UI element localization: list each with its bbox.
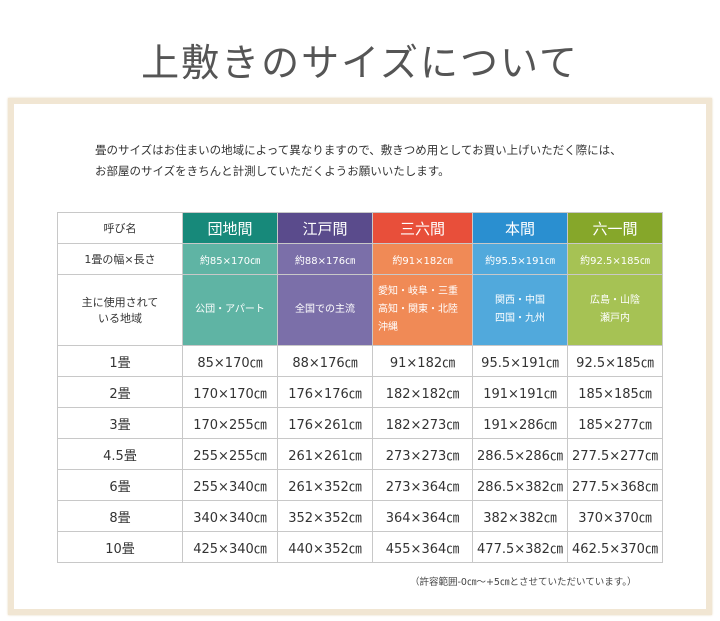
cell: 273×273㎝ (372, 438, 473, 470)
cell: 関西・中国四国・九州 (472, 274, 568, 346)
cell: 191×191㎝ (472, 376, 568, 408)
cell: 1畳 (57, 345, 183, 377)
cell: 182×182㎝ (372, 376, 473, 408)
cell: 185×185㎝ (567, 376, 663, 408)
cell: 477.5×382㎝ (472, 531, 568, 563)
cell: 10畳 (57, 531, 183, 563)
cell: 286.5×286㎝ (472, 438, 568, 470)
cell: 455×364㎝ (372, 531, 473, 563)
cell: 462.5×370㎝ (567, 531, 663, 563)
text-line: 瀬戸内 (600, 313, 630, 324)
cell: 273×364㎝ (372, 469, 473, 501)
cell: 8畳 (57, 500, 183, 532)
cell: 364×364㎝ (372, 500, 473, 532)
cell: 呼び名 (57, 212, 183, 244)
cell: 261×261㎝ (277, 438, 373, 470)
cell: 352×352㎝ (277, 500, 373, 532)
region-row: 主に使用されて いる地域 公団・アパート 全国での主流 愛知・岐阜・三重 高知・関東・北陸… (57, 274, 663, 346)
cell: 4.5畳 (57, 438, 183, 470)
cell: 全国での主流 (277, 274, 373, 346)
cell: 団地間 (182, 212, 278, 244)
cell: 本間 (472, 212, 568, 244)
cell: 370×370㎝ (567, 500, 663, 532)
cell: 255×340㎝ (182, 469, 278, 501)
data-row: 3畳 170×255㎝ 176×261㎝ 182×273㎝ 191×286㎝ 185×27… (57, 407, 663, 439)
cell: 92.5×185㎝ (567, 345, 663, 377)
cell: 2畳 (57, 376, 183, 408)
text-line: 主に使用されて (81, 296, 159, 309)
cell: 愛知・岐阜・三重 高知・関東・北陸 沖縄 (372, 274, 473, 346)
cell: 約85×170㎝ (182, 243, 278, 275)
title: 上敷きのサイズについて (141, 41, 579, 85)
text-line: いる地域 (98, 312, 142, 325)
text-line: 全国での主流 (295, 304, 355, 315)
cell: 176×176㎝ (277, 376, 373, 408)
cell: 公団・アパート (182, 274, 278, 346)
data-row: 4.5畳 255×255㎝ 261×261㎝ 273×273㎝ 286.5×286㎝ 27… (57, 438, 663, 470)
size-row: 1畳の幅×長さ 約85×170㎝ 約88×176㎝ 約91×182㎝ 約95.5×191… (57, 243, 663, 275)
text-line: 四国・九州 (495, 313, 545, 324)
cell: 286.5×382㎝ (472, 469, 568, 501)
cell: 約88×176㎝ (277, 243, 373, 275)
cell: 382×382㎝ (472, 500, 568, 532)
cell: 広島・山陰 瀬戸内 (567, 274, 663, 346)
data-row: 10畳 425×340㎝ 440×352㎝ 455×364㎝ 477.5×382㎝ 462… (57, 531, 663, 563)
data-row: 2畳 170×170㎝ 176×176㎝ 182×182㎝ 191×191㎝ 185×18… (57, 376, 663, 408)
cell: 277.5×277㎝ (567, 438, 663, 470)
intro-line: 畳のサイズはお住まいの地域によって異なりますので、敷きつめ用としてお買い上げいた… (95, 143, 622, 157)
text-line: 公団・アパート (195, 304, 265, 315)
data-row: 1畳 85×170㎝ 88×176㎝ 91×182㎝ 95.5×191㎝ 92.5×185… (57, 345, 663, 377)
cell: 1畳の幅×長さ (57, 243, 183, 275)
cell: 六一間 (567, 212, 663, 244)
cell: 277.5×368㎝ (567, 469, 663, 501)
cell: 440×352㎝ (277, 531, 373, 563)
cell: 191×286㎝ (472, 407, 568, 439)
text-line: 広島・山陰 (590, 295, 640, 306)
cell: 85×170㎝ (182, 345, 278, 377)
text-line: 高知・関東・北陸 (378, 304, 458, 315)
cell: 三六間 (372, 212, 473, 244)
text-line: 愛知・岐阜・三重 (378, 286, 458, 297)
cell: 6畳 (57, 469, 183, 501)
cell: 約92.5×185㎝ (567, 243, 663, 275)
cell: 182×273㎝ (372, 407, 473, 439)
cell: 約95.5×191㎝ (472, 243, 568, 275)
intro: 畳のサイズはお住まいの地域によって異なりますので、敷きつめ用としてお買い上げいた… (95, 140, 622, 182)
cell: 江戸間 (277, 212, 373, 244)
cell: 176×261㎝ (277, 407, 373, 439)
data-row: 8畳 340×340㎝ 352×352㎝ 364×364㎝ 382×382㎝ 370×37… (57, 500, 663, 532)
cell: 170×170㎝ (182, 376, 278, 408)
cell: 88×176㎝ (277, 345, 373, 377)
cell: 340×340㎝ (182, 500, 278, 532)
size-table: 呼び名 団地間 江戸間 三六間 本間 六一間 1畳の幅×長さ 約85×170㎝ 約88×176㎝… (57, 212, 663, 563)
header-row: 呼び名 団地間 江戸間 三六間 本間 六一間 (57, 212, 663, 244)
text-line: 沖縄 (378, 322, 398, 333)
intro-line: お部屋のサイズをきちんと計測していただくようお願いいたします。 (95, 164, 450, 178)
cell: 170×255㎝ (182, 407, 278, 439)
cell: 3畳 (57, 407, 183, 439)
cell: 95.5×191㎝ (472, 345, 568, 377)
cell: 185×277㎝ (567, 407, 663, 439)
cell: 主に使用されて いる地域 (57, 274, 183, 346)
data-row: 6畳 255×340㎝ 261×352㎝ 273×364㎝ 286.5×382㎝ 277.… (57, 469, 663, 501)
cell: 261×352㎝ (277, 469, 373, 501)
cell: 約91×182㎝ (372, 243, 473, 275)
cell: 91×182㎝ (372, 345, 473, 377)
cell: 255×255㎝ (182, 438, 278, 470)
text-line: 関西・中国 (495, 295, 545, 306)
frame (8, 98, 712, 615)
note: （許容範囲-0㎝～+5㎝とさせていただいています。） (410, 577, 637, 588)
cell: 425×340㎝ (182, 531, 278, 563)
